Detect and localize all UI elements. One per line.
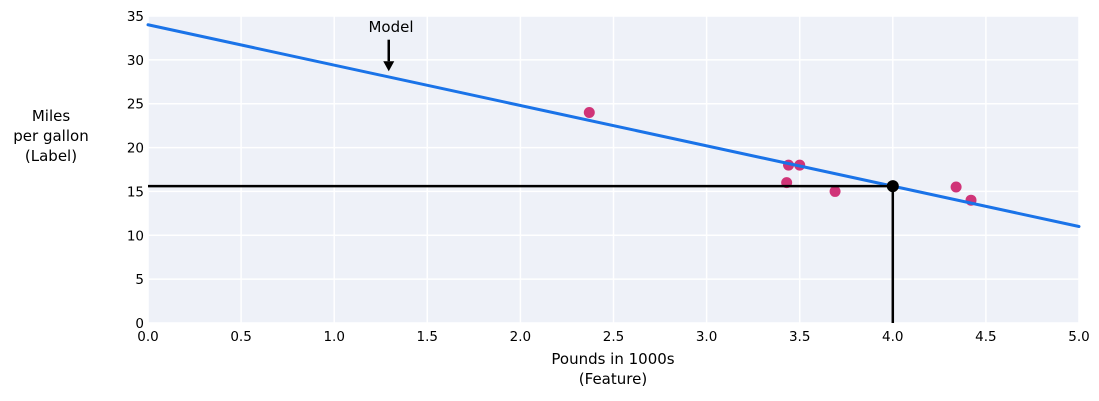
y-axis-label: Miles per gallon (Label) (13, 107, 89, 165)
y-tick-label: 25 (127, 97, 144, 113)
prediction-point (886, 180, 899, 193)
x-tick-label: 3.0 (696, 329, 717, 345)
x-axis-label: Pounds in 1000s (Feature) (551, 350, 675, 388)
y-tick-label: 20 (127, 141, 144, 157)
model-annotation-label: Model (368, 18, 414, 36)
x-tick-label: 4.5 (975, 329, 996, 345)
x-tick-label: 2.5 (603, 329, 624, 345)
data-point (583, 106, 595, 118)
y-tick-label: 35 (127, 9, 144, 25)
x-tick-label: 4.0 (882, 329, 903, 345)
data-point (829, 185, 841, 197)
y-tick-label: 30 (127, 53, 144, 69)
annotation-arrow-head (383, 61, 395, 72)
x-tick-label: 2.0 (510, 329, 531, 345)
x-tick-label: 0.0 (137, 329, 158, 345)
x-tick-label: 3.5 (789, 329, 810, 345)
y-tick-label: 0 (135, 316, 144, 332)
x-tick-label: 5.0 (1068, 329, 1089, 345)
x-tick-label: 1.0 (323, 329, 344, 345)
model-line (146, 23, 1081, 229)
x-tick-label: 0.5 (230, 329, 251, 345)
y-tick-label: 15 (127, 184, 144, 200)
y-tick-label: 10 (127, 228, 144, 244)
y-tick-label: 5 (135, 272, 144, 288)
x-tick-label: 1.5 (417, 329, 438, 345)
data-point (950, 181, 962, 193)
